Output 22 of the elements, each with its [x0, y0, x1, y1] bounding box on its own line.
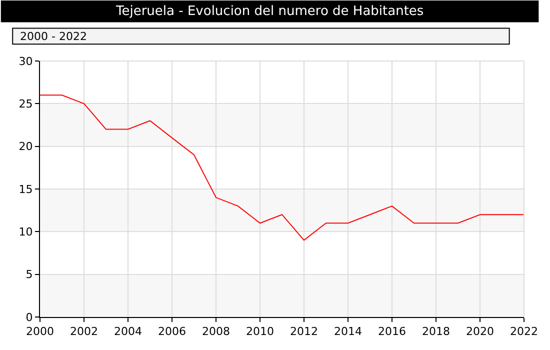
y-tick-label: 5	[26, 268, 33, 282]
x-tick-label: 2000	[26, 325, 54, 338]
y-tick-label: 25	[18, 98, 33, 111]
x-tick-label: 2016	[378, 325, 406, 338]
x-tick-label: 2020	[466, 325, 494, 338]
y-tick-label: 20	[18, 140, 33, 154]
x-tick-label: 2008	[202, 325, 230, 338]
y-tick-label: 10	[18, 226, 33, 239]
line-series	[40, 94, 524, 241]
y-tick-label: 30	[18, 54, 33, 68]
x-tick-label: 2004	[114, 325, 142, 338]
x-tick-label: 2018	[422, 325, 450, 338]
x-tick-label: 2002	[70, 325, 98, 338]
x-tick-label: 2014	[334, 325, 362, 338]
x-tick-label: 2010	[246, 325, 274, 338]
y-tick-label: 15	[18, 182, 33, 196]
chart-title: Tejeruela - Evolucion del numero de Habitantes	[115, 4, 424, 19]
y-tick-label: 0	[26, 310, 33, 324]
x-tick-label: 2006	[158, 325, 186, 338]
x-tick-label: 2022	[510, 325, 538, 338]
x-tick-label: 2012	[290, 325, 318, 338]
chart-subtitle: 2000 - 2022	[20, 30, 87, 43]
